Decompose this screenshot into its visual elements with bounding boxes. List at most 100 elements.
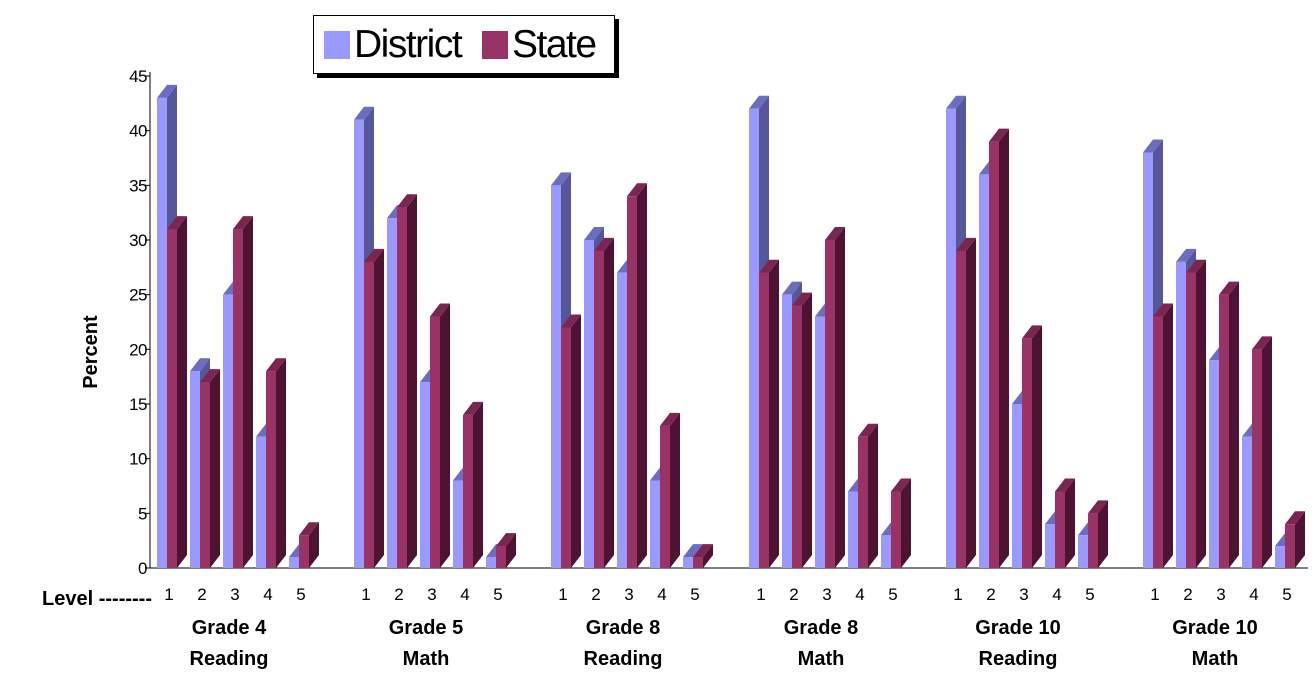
bar-state-g6-l2-top <box>1186 259 1206 273</box>
y-tick-label: 5 <box>138 504 147 523</box>
bar-state-g1-l5-top <box>299 522 319 536</box>
bar-state-g2-l2-front <box>397 207 407 568</box>
bar-state-g6-l1 <box>1153 303 1173 568</box>
bar-district-g3-l3-front <box>617 272 627 568</box>
bar-state-g6-l5-top <box>1285 511 1305 525</box>
bar-state-g4-l5-top <box>891 478 911 492</box>
bar-district-g2-l2-front <box>387 218 397 568</box>
bar-state-g5-l5-front <box>1088 513 1098 568</box>
bar-district-g1-l2-front <box>190 371 200 568</box>
bar-state-g4-l2-top <box>792 292 812 306</box>
group-label-line1: Grade 8 <box>784 617 858 639</box>
bar-state-g5-l3-front <box>1022 338 1032 568</box>
bar-state-g1-l4 <box>266 358 286 568</box>
bar-state-g4-l1-front <box>759 272 769 568</box>
level-tick-label: 5 <box>1085 585 1094 604</box>
level-tick-label: 5 <box>493 585 502 604</box>
bar-state-g5-l3 <box>1022 325 1042 568</box>
bar-state-g2-l1 <box>364 248 384 568</box>
bar-district-g2-l5-front <box>486 557 496 568</box>
bar-district-g3-l1-front <box>551 185 561 569</box>
level-tick-label: 5 <box>888 585 897 604</box>
bar-state-g4-l2-front <box>792 305 802 568</box>
bar-state-g3-l3-side <box>637 183 647 568</box>
bar-state-g4-l4 <box>858 423 878 568</box>
bar-state-g4-l1-side <box>769 259 779 568</box>
legend-swatch-district <box>324 31 350 59</box>
bar-state-g5-l2-front <box>989 141 999 568</box>
level-tick-label: 2 <box>789 585 798 604</box>
legend: District State <box>313 15 615 74</box>
level-tick-label: 3 <box>230 585 239 604</box>
bar-state-g6-l4-front <box>1252 349 1262 568</box>
level-tick-label: 1 <box>361 585 370 604</box>
bar-state-g1-l3-side <box>243 216 253 569</box>
bar-district-g5-l3-front <box>1012 404 1022 568</box>
bar-state-g5-l1-top <box>956 237 976 251</box>
y-axis-title: Percent <box>80 315 102 389</box>
bar-state-g5-l4 <box>1055 478 1075 568</box>
bar-district-g1-l3-front <box>223 294 233 568</box>
group-label-line1: Grade 8 <box>586 617 660 639</box>
group-label-line1: Grade 4 <box>192 617 267 639</box>
bar-state-g6-l3 <box>1219 281 1239 568</box>
bar-state-g2-l1-side <box>374 248 384 568</box>
group-label-line2: Reading <box>979 648 1058 670</box>
bar-district-g5-l5-front <box>1078 535 1088 568</box>
level-label: Level -------- <box>42 588 152 610</box>
level-tick-label: 4 <box>1249 585 1258 604</box>
bar-district-g3-l1-top <box>551 172 571 186</box>
bar-district-g3-l2-front <box>584 240 594 568</box>
bar-state-g6-l4 <box>1252 336 1272 568</box>
y-tick-label: 0 <box>138 559 147 578</box>
level-tick-label: 2 <box>197 585 206 604</box>
bar-state-g3-l2 <box>594 237 614 568</box>
bar-state-g3-l2-top <box>594 237 614 251</box>
bar-district-g2-l4-front <box>453 480 463 568</box>
bar-state-g4-l4-front <box>858 436 868 568</box>
bar-state-g3-l2-side <box>604 237 614 568</box>
bar-state-g4-l3-top <box>825 227 845 240</box>
bar-state-g1-l4-front <box>266 371 276 568</box>
legend-item-district: District <box>324 25 463 65</box>
group-label-line2: Reading <box>190 648 269 670</box>
bar-state-g1-l3 <box>233 216 253 569</box>
bar-district-g1-l1-front <box>157 97 167 568</box>
bar-district-g3-l4-front <box>650 480 660 568</box>
group-label-line1: Grade 5 <box>389 617 463 639</box>
bar-state-g4-l5 <box>891 478 911 568</box>
y-tick-label: 15 <box>129 395 147 414</box>
bar-district-g5-l2-front <box>979 174 989 568</box>
bar-state-g4-l3-front <box>825 240 835 568</box>
bar-state-g4-l1 <box>759 259 779 568</box>
bar-state-g2-l2-side <box>407 194 417 568</box>
bar-state-g2-l5-front <box>496 546 506 568</box>
bar-state-g4-l2-side <box>802 292 812 568</box>
bar-state-g3-l1-top <box>561 314 581 328</box>
group-label-line1: Grade 10 <box>1172 617 1258 639</box>
bar-state-g1-l3-top <box>233 216 253 230</box>
level-tick-label: 5 <box>1282 585 1291 604</box>
bar-state-g2-l1-top <box>364 248 384 262</box>
bar-state-g4-l4-top <box>858 423 878 437</box>
bar-district-g4-l2-front <box>782 294 792 568</box>
y-tick-label: 20 <box>129 340 147 359</box>
bar-district-g5-l4-front <box>1045 524 1055 568</box>
bar-state-g5-l1 <box>956 237 976 568</box>
bar-state-g6-l3-side <box>1229 281 1239 568</box>
bar-district-g4-l1-top <box>749 95 769 109</box>
group-label-line2: Math <box>1192 648 1239 670</box>
legend-item-state: State <box>482 25 597 65</box>
bar-state-g1-l4-side <box>276 358 286 568</box>
level-tick-label: 2 <box>394 585 403 604</box>
bar-state-g3-l5-top <box>693 544 713 558</box>
bar-state-g3-l3-top <box>627 183 647 197</box>
bar-state-g5-l1-side <box>966 237 976 568</box>
level-tick-label: 4 <box>263 585 272 604</box>
y-tick-label: 25 <box>129 286 147 305</box>
bar-district-g5-l1-front <box>946 108 956 569</box>
y-tick-label: 40 <box>129 122 147 141</box>
level-tick-label: 4 <box>657 585 666 604</box>
bar-state-g5-l3-top <box>1022 325 1042 339</box>
